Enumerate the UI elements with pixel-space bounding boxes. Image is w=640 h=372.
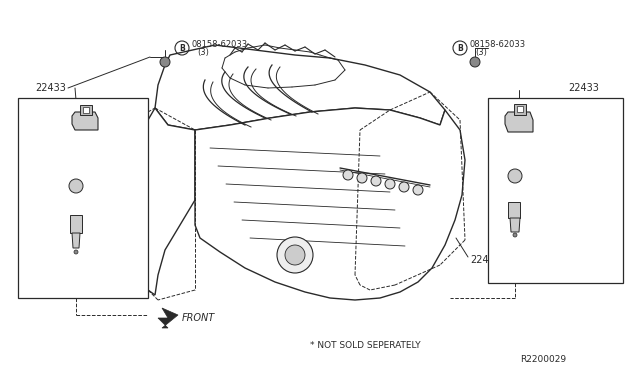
Polygon shape bbox=[72, 112, 98, 130]
Text: (3): (3) bbox=[475, 48, 487, 57]
Polygon shape bbox=[510, 218, 520, 232]
Polygon shape bbox=[505, 112, 533, 132]
Bar bbox=[488, 98, 623, 283]
Circle shape bbox=[413, 185, 423, 195]
Text: * NOT SOLD SEPERATELY: * NOT SOLD SEPERATELY bbox=[310, 340, 420, 350]
Circle shape bbox=[470, 57, 480, 67]
Circle shape bbox=[74, 250, 78, 254]
Text: *: * bbox=[532, 145, 538, 158]
Bar bbox=[80, 105, 92, 115]
Circle shape bbox=[385, 179, 395, 189]
Bar bbox=[508, 202, 520, 218]
Text: *: * bbox=[59, 196, 65, 208]
Bar bbox=[517, 106, 523, 112]
Text: *: * bbox=[532, 180, 538, 192]
Text: 22433: 22433 bbox=[568, 83, 599, 93]
Circle shape bbox=[508, 169, 522, 183]
Text: B: B bbox=[457, 44, 463, 52]
Circle shape bbox=[69, 179, 83, 193]
Text: (3): (3) bbox=[197, 48, 209, 57]
Circle shape bbox=[285, 245, 305, 265]
Circle shape bbox=[277, 237, 313, 273]
Polygon shape bbox=[195, 108, 465, 300]
Circle shape bbox=[399, 182, 409, 192]
Text: FRONT: FRONT bbox=[182, 313, 215, 323]
Circle shape bbox=[357, 173, 367, 183]
Text: 22433+A: 22433+A bbox=[537, 118, 579, 126]
Polygon shape bbox=[155, 45, 445, 130]
Bar bbox=[83, 107, 89, 113]
Circle shape bbox=[160, 57, 170, 67]
Bar bbox=[18, 98, 148, 298]
Bar bbox=[70, 215, 82, 233]
Text: *: * bbox=[59, 155, 65, 169]
Text: R2200029: R2200029 bbox=[520, 356, 566, 365]
Text: 22401: 22401 bbox=[95, 270, 126, 280]
Bar bbox=[514, 104, 526, 115]
Text: 22401: 22401 bbox=[470, 255, 501, 265]
Circle shape bbox=[371, 176, 381, 186]
Circle shape bbox=[343, 170, 353, 180]
Text: 22433+A: 22433+A bbox=[22, 118, 64, 126]
Text: B: B bbox=[179, 44, 185, 52]
Text: 08158-62033: 08158-62033 bbox=[192, 39, 248, 48]
Polygon shape bbox=[158, 308, 178, 328]
Text: 08158-62033: 08158-62033 bbox=[470, 39, 526, 48]
Polygon shape bbox=[138, 108, 195, 295]
Text: 22433: 22433 bbox=[35, 83, 66, 93]
Polygon shape bbox=[72, 233, 80, 248]
Circle shape bbox=[513, 233, 517, 237]
